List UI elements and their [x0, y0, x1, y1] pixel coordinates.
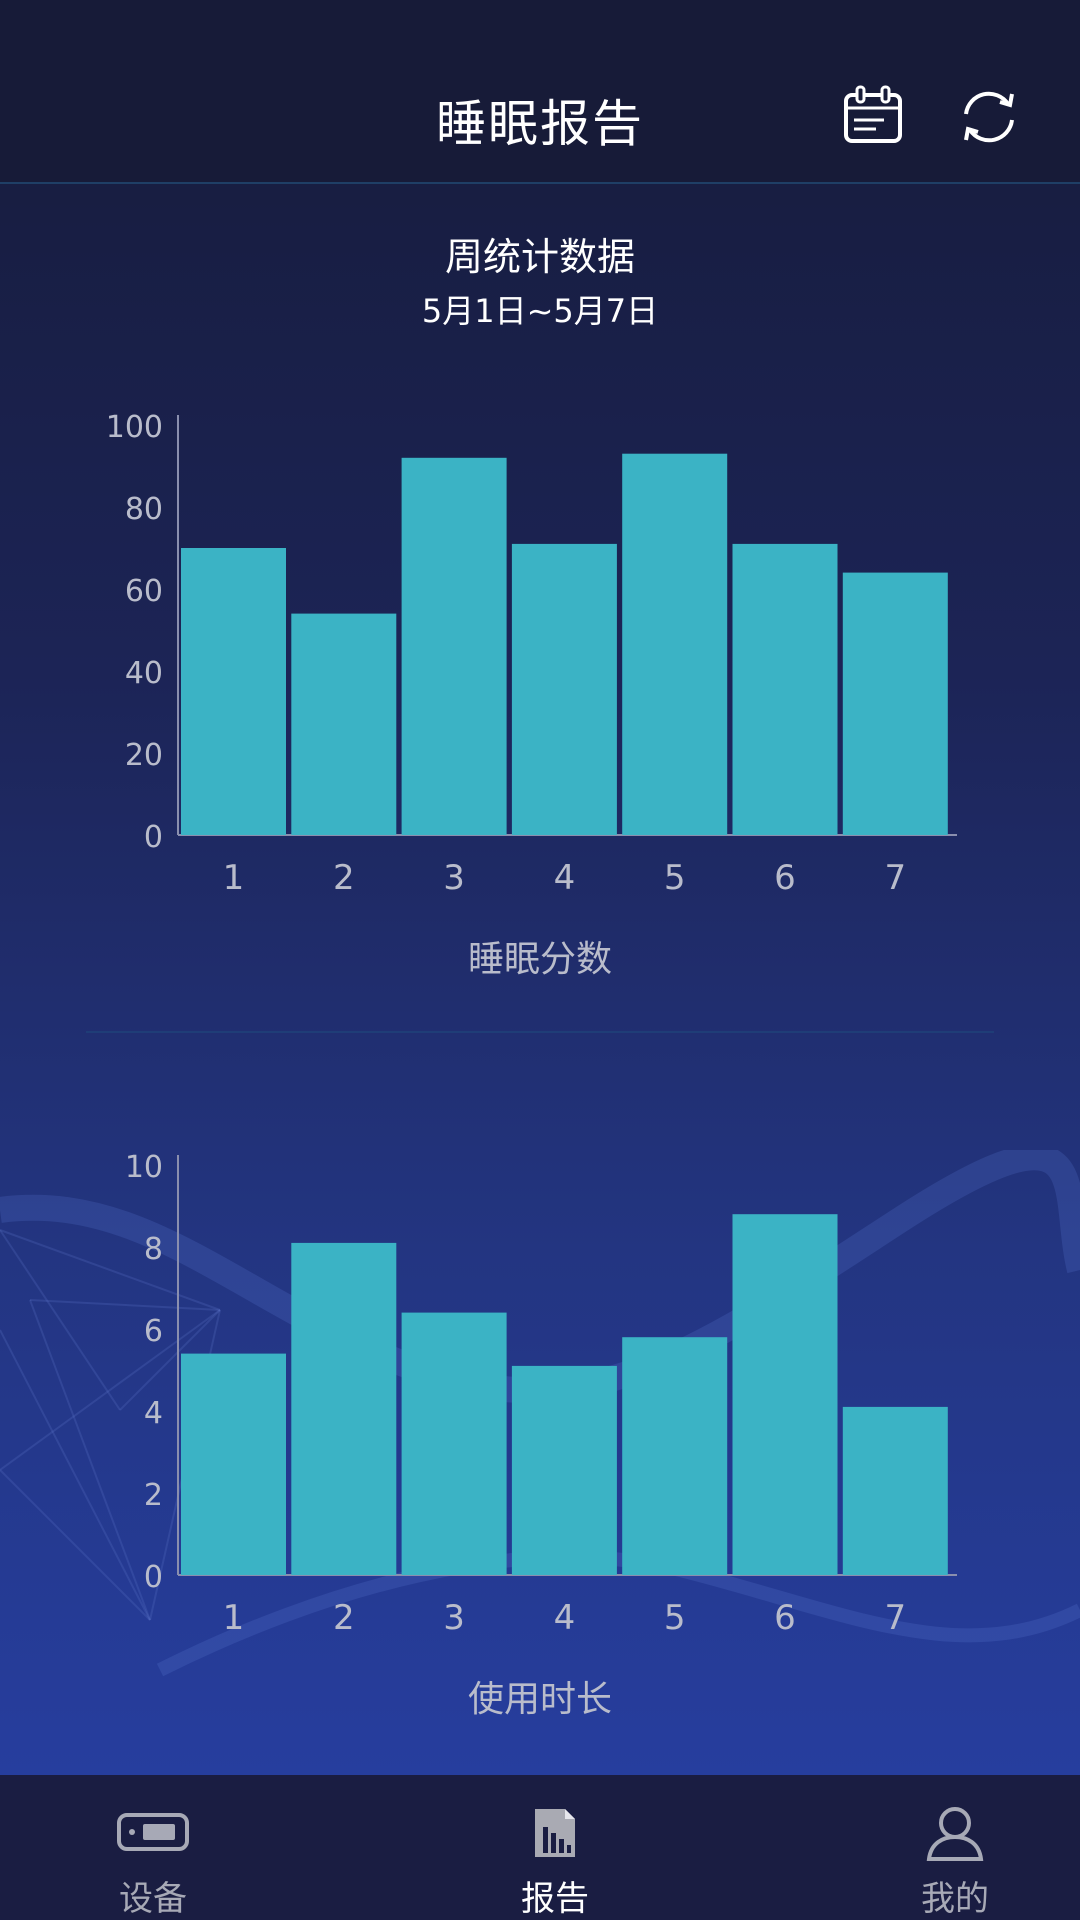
bar-6 [732, 1214, 838, 1575]
bottom-tab-bar: 设备 报告 我的 [0, 1775, 1080, 1920]
x-tick-label: 4 [554, 1598, 576, 1638]
tab-device[interactable]: 设备 [33, 1775, 273, 1920]
x-tick-label: 3 [443, 858, 465, 898]
y-tick-label: 100 [106, 410, 163, 445]
bar-4 [511, 1365, 617, 1575]
section-divider [86, 1031, 994, 1033]
x-tick-label: 4 [554, 858, 576, 898]
x-tick-label: 2 [333, 1598, 355, 1638]
y-tick-label: 0 [144, 820, 163, 855]
bar-2 [291, 613, 397, 835]
sleep-score-chart: 0 20 40 60 80 100 1 2 3 4 5 6 7 睡眠分数 [106, 410, 957, 980]
x-tick-label: 7 [884, 1598, 906, 1638]
summary-title: 周统计数据 [444, 235, 635, 279]
date-range: 5月1日~5月7日 [421, 292, 659, 330]
page-title: 睡眠报告 [436, 95, 644, 153]
tab-report[interactable]: 报告 [435, 1775, 675, 1920]
calendar-icon [844, 85, 902, 143]
bar-3 [401, 457, 507, 835]
y-tick-label: 40 [125, 656, 163, 691]
y-tick-label: 4 [144, 1396, 163, 1431]
tab-mine[interactable]: 我的 [835, 1775, 1075, 1920]
y-tick-label: 60 [125, 574, 163, 609]
tab-mine-label: 我的 [921, 1879, 989, 1919]
refresh-button[interactable] [956, 84, 1022, 150]
bar-2 [291, 1242, 397, 1575]
refresh-icon [964, 91, 1014, 143]
x-tick-label: 6 [774, 858, 796, 898]
bar-6 [732, 543, 838, 835]
bar-4 [511, 543, 617, 835]
bar-7 [842, 1406, 948, 1575]
x-tick-label: 1 [223, 1598, 245, 1638]
bar-1 [181, 548, 286, 835]
x-tick-label: 2 [333, 858, 355, 898]
bar-7 [842, 572, 948, 835]
y-tick-label: 8 [144, 1232, 163, 1267]
x-tick-label: 7 [884, 858, 906, 898]
bar-5 [622, 453, 728, 835]
y-tick-label: 10 [125, 1150, 163, 1185]
x-tick-label: 5 [664, 858, 686, 898]
x-tick-label: 5 [664, 1598, 686, 1638]
bar-5 [622, 1337, 728, 1575]
report-icon [535, 1809, 575, 1857]
x-axis-label: 睡眠分数 [468, 939, 612, 980]
x-tick-label: 3 [443, 1598, 465, 1638]
tab-device-label: 设备 [119, 1879, 187, 1919]
x-axis-label: 使用时长 [468, 1679, 612, 1720]
device-icon [117, 1813, 189, 1851]
app-header: 睡眠报告 [0, 0, 1080, 184]
bar-3 [401, 1312, 507, 1575]
user-icon [926, 1807, 984, 1861]
bar-1 [181, 1353, 286, 1575]
y-tick-label: 6 [144, 1314, 163, 1349]
y-tick-label: 0 [144, 1560, 163, 1595]
x-tick-label: 6 [774, 1598, 796, 1638]
y-tick-label: 80 [125, 492, 163, 527]
y-tick-label: 2 [144, 1478, 163, 1513]
y-tick-label: 20 [125, 738, 163, 773]
calendar-button[interactable] [840, 84, 906, 150]
x-tick-label: 1 [223, 858, 245, 898]
tab-report-label: 报告 [521, 1879, 589, 1919]
